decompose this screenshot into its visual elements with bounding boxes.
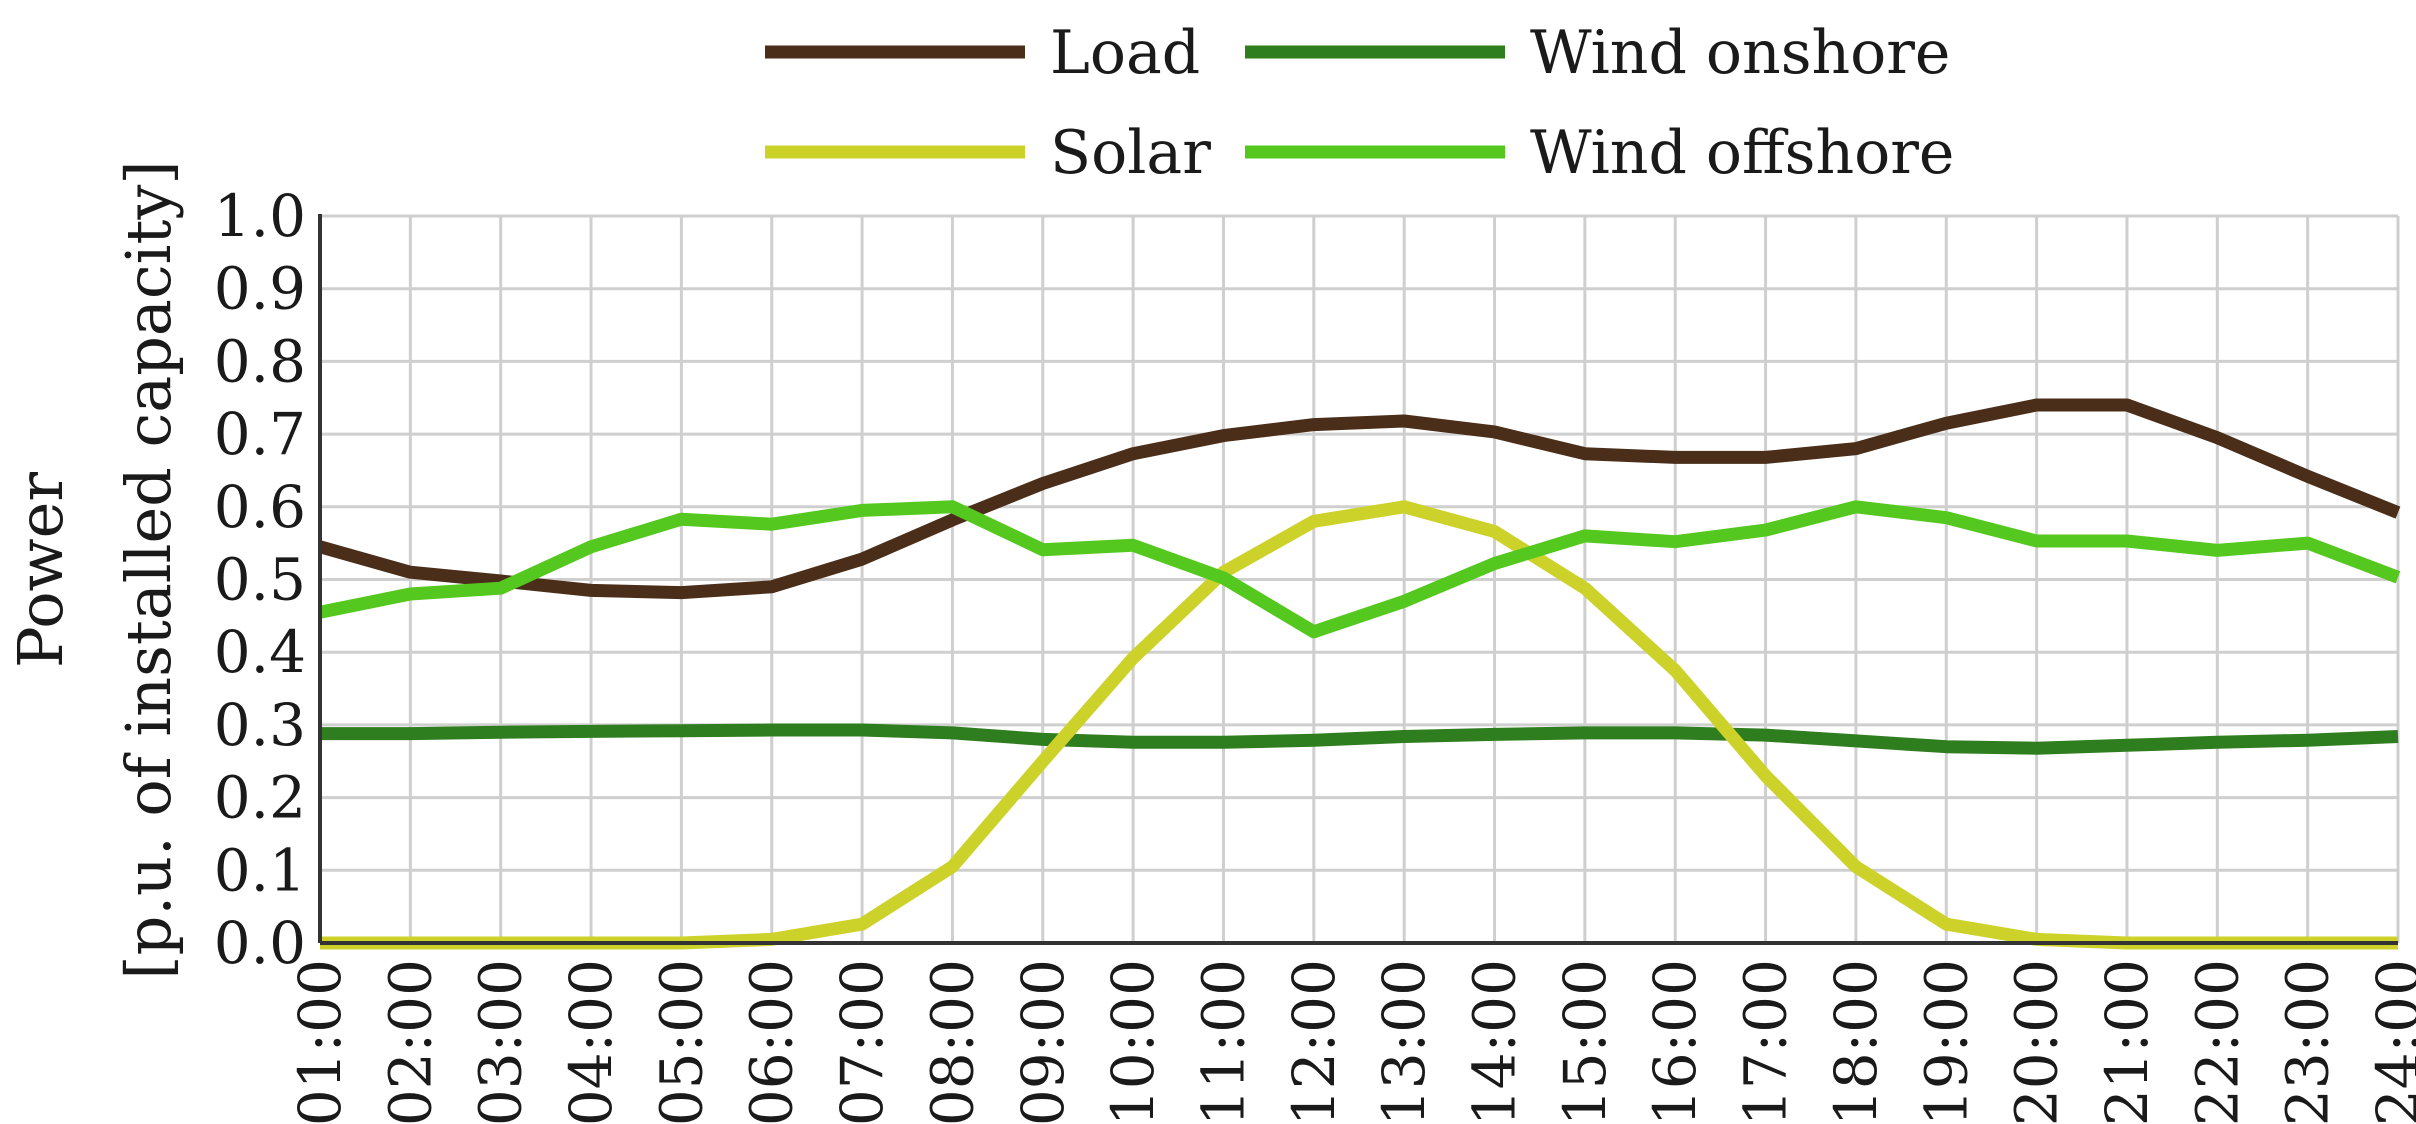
x-tick-label: 04:00 — [557, 959, 625, 1124]
legend-label-wind-offshore: Wind offshore — [1530, 118, 1954, 188]
x-tick-label: 21:00 — [2093, 959, 2161, 1124]
x-tick-label: 10:00 — [1099, 959, 1167, 1124]
y-tick-label: 0.0 — [214, 909, 306, 977]
x-tick-label: 13:00 — [1370, 959, 1438, 1124]
series-line-wind-onshore — [320, 723, 2399, 755]
series-line-wind-offshore — [318, 500, 2401, 639]
x-tick-label: 16:00 — [1641, 959, 1709, 1124]
legend-label-load: Load — [1050, 18, 1200, 88]
x-tick-label: 08:00 — [918, 959, 986, 1124]
x-tick-label: 02:00 — [376, 959, 444, 1124]
grid — [318, 214, 2400, 945]
x-tick-label: 14:00 — [1461, 959, 1529, 1124]
x-tick-label: 03:00 — [467, 959, 535, 1124]
y-tick-label: 0.2 — [214, 764, 306, 832]
x-tick-label: 07:00 — [828, 959, 896, 1124]
y-tick-label: 0.8 — [214, 327, 306, 395]
y-axis-label: Power [p.u. of installed capacity] — [4, 160, 185, 979]
x-tick-label: 01:00 — [286, 959, 354, 1124]
y-axis-ticks: 0.00.10.20.30.40.50.60.70.80.91.0 — [214, 182, 306, 977]
x-tick-label: 05:00 — [647, 959, 715, 1124]
y-tick-label: 0.7 — [214, 400, 306, 468]
x-tick-label: 19:00 — [1912, 959, 1980, 1124]
x-tick-label: 24:00 — [2364, 959, 2416, 1124]
y-tick-label: 0.9 — [214, 255, 306, 323]
legend: Load Wind onshore Solar Wind offshore — [765, 18, 1954, 188]
x-tick-label: 06:00 — [738, 959, 806, 1124]
x-tick-label: 09:00 — [1009, 959, 1077, 1124]
legend-label-solar: Solar — [1050, 118, 1211, 188]
series-line-load — [318, 398, 2401, 600]
x-tick-label: 20:00 — [2003, 959, 2071, 1124]
x-tick-label: 22:00 — [2183, 959, 2251, 1124]
x-tick-label: 15:00 — [1551, 959, 1619, 1124]
y-tick-label: 0.3 — [214, 691, 306, 759]
y-axis-label-line1: Power — [4, 472, 77, 668]
x-tick-label: 18:00 — [1822, 959, 1890, 1124]
x-tick-label: 23:00 — [2274, 959, 2342, 1124]
y-tick-label: 0.6 — [214, 473, 306, 541]
y-tick-label: 0.5 — [214, 546, 306, 614]
x-tick-label: 17:00 — [1732, 959, 1800, 1124]
y-axis-label-line2: [p.u. of installed capacity] — [112, 160, 185, 979]
y-tick-label: 0.1 — [214, 836, 306, 904]
x-axis-ticks: 01:00 02:00 03:00 04:00 05:00 06:00 07:00 08:00… — [286, 959, 2416, 1124]
legend-label-wind-onshore: Wind onshore — [1530, 18, 1950, 88]
y-tick-label: 1.0 — [214, 182, 306, 250]
series-lines — [318, 398, 2401, 950]
axes — [318, 214, 2398, 945]
y-tick-label: 0.4 — [214, 618, 306, 686]
x-tick-label: 11:00 — [1189, 959, 1257, 1124]
x-tick-label: 12:00 — [1280, 959, 1348, 1124]
